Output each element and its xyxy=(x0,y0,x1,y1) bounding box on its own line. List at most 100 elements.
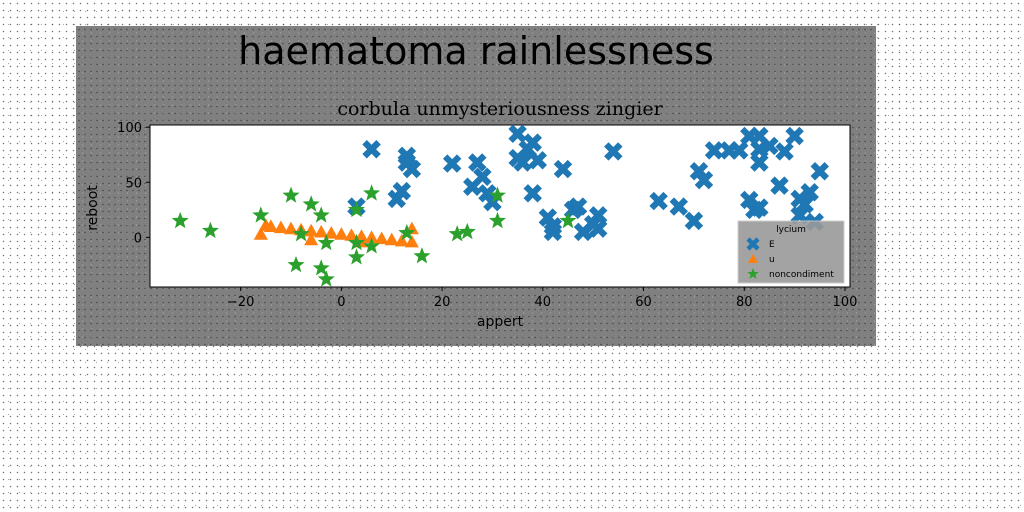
point-E-6 xyxy=(397,153,417,172)
axes: −20 0 20 40 60 80 100 0 50 100 xyxy=(117,121,857,310)
point-E-54-stroke-b xyxy=(810,162,830,181)
point-E-38 xyxy=(729,141,749,160)
point-E-15 xyxy=(513,153,532,172)
chart-title: corbula unmysteriousness zingier xyxy=(337,98,663,120)
x-tick-label: 20 xyxy=(434,295,451,310)
point-E-29-stroke-b xyxy=(588,219,608,238)
point-E-1-stroke-b xyxy=(362,140,381,159)
point-u-2 xyxy=(273,220,288,234)
point-E-54 xyxy=(810,162,830,181)
point-E-45-stroke-b xyxy=(760,136,779,156)
point-noncondiment-16 xyxy=(398,224,416,241)
y-tick-label: 100 xyxy=(117,121,142,136)
x-axis-label: appert xyxy=(476,314,524,330)
x-tick-label: 100 xyxy=(833,295,858,310)
point-noncondiment-3 xyxy=(282,186,300,203)
point-noncondiment-17 xyxy=(413,247,431,264)
point-E-32-stroke-b xyxy=(669,197,689,216)
point-E-33 xyxy=(684,211,704,231)
legend-marker-noncondiment xyxy=(747,268,759,279)
point-E-22 xyxy=(543,222,563,242)
point-noncondiment-13 xyxy=(347,248,365,265)
point-E-23-stroke-b xyxy=(553,159,573,179)
point-E-23 xyxy=(553,159,573,179)
point-E-22-stroke-b xyxy=(543,222,563,242)
point-E-47-stroke-b xyxy=(775,142,794,161)
point-E-49 xyxy=(790,206,809,225)
point-E-13-stroke-b xyxy=(508,124,527,144)
y-tick-label: 50 xyxy=(125,176,142,191)
point-E-31 xyxy=(649,191,668,211)
legend-label-noncondiment: noncondiment xyxy=(769,270,834,280)
figure-suptitle: haematoma rainlessness xyxy=(238,29,714,73)
point-E-3-stroke-b xyxy=(392,181,412,201)
point-E-51-stroke-b xyxy=(795,195,814,214)
x-tick-label: 60 xyxy=(635,295,652,310)
point-noncondiment-2 xyxy=(252,206,270,223)
legend-title: lycium xyxy=(776,225,806,235)
point-noncondiment-20 xyxy=(488,186,506,203)
point-E-51 xyxy=(795,195,814,214)
point-noncondiment-19 xyxy=(458,222,476,240)
point-E-36-stroke-b xyxy=(704,141,724,160)
point-E-52-stroke-b xyxy=(800,182,819,202)
point-E-52 xyxy=(800,182,819,202)
point-E-10-stroke-b xyxy=(473,167,492,187)
point-E-55 xyxy=(750,198,769,217)
point-noncondiment-1 xyxy=(201,221,219,239)
point-E-48 xyxy=(785,126,804,146)
point-E-35 xyxy=(694,170,714,190)
point-E-17-stroke-b xyxy=(523,133,542,152)
point-noncondiment-11 xyxy=(347,200,365,218)
point-noncondiment-10 xyxy=(317,270,335,287)
point-u-16 xyxy=(253,227,268,240)
point-noncondiment-6 xyxy=(302,195,320,212)
point-E-49-stroke-b xyxy=(790,206,809,225)
point-noncondiment-12 xyxy=(347,233,365,251)
point-noncondiment-22 xyxy=(559,211,577,229)
legend: lycium Eu noncondiment xyxy=(737,220,845,284)
point-noncondiment-8 xyxy=(312,259,330,276)
point-E-7 xyxy=(442,154,462,173)
point-E-9-stroke-b xyxy=(468,153,487,172)
point-E-29 xyxy=(588,219,608,238)
point-E-32 xyxy=(669,197,689,216)
point-E-44-stroke-b xyxy=(750,126,769,146)
point-u-1 xyxy=(263,219,278,232)
point-E-25-stroke-b xyxy=(568,197,588,216)
x-tick-label: 0 xyxy=(337,295,345,310)
point-E-47 xyxy=(775,142,794,161)
point-u-13 xyxy=(384,232,399,246)
point-E-30-stroke-b xyxy=(604,142,623,161)
point-E-46 xyxy=(770,176,789,195)
point-u-6 xyxy=(314,224,329,238)
point-E-36 xyxy=(704,141,724,160)
point-E-35-stroke-b xyxy=(694,170,714,190)
point-E-46-stroke-b xyxy=(770,176,789,195)
point-u-9 xyxy=(344,228,359,241)
point-u-7 xyxy=(324,226,339,239)
point-E-19-stroke-b xyxy=(523,184,542,203)
point-noncondiment-18 xyxy=(448,225,466,242)
point-E-3 xyxy=(392,181,412,201)
point-u-12 xyxy=(374,231,389,245)
point-E-38-stroke-b xyxy=(729,141,749,160)
point-E-30 xyxy=(604,142,623,161)
point-noncondiment-21 xyxy=(488,211,506,229)
point-E-7-stroke-b xyxy=(442,154,462,173)
point-E-19 xyxy=(523,184,542,203)
point-u-8 xyxy=(334,227,349,240)
y-tick-label: 0 xyxy=(134,231,142,246)
point-E-33-stroke-b xyxy=(684,211,704,231)
point-E-25 xyxy=(568,197,588,216)
point-noncondiment-9 xyxy=(317,233,335,251)
x-tick-label: 80 xyxy=(736,295,753,310)
point-noncondiment-0 xyxy=(171,211,189,229)
point-E-1 xyxy=(362,140,381,159)
point-noncondiment-5 xyxy=(292,225,310,242)
legend-marker-E xyxy=(746,237,760,251)
legend-marker-u xyxy=(748,254,758,263)
point-E-48-stroke-b xyxy=(785,126,804,146)
point-E-15-stroke-b xyxy=(513,153,532,172)
